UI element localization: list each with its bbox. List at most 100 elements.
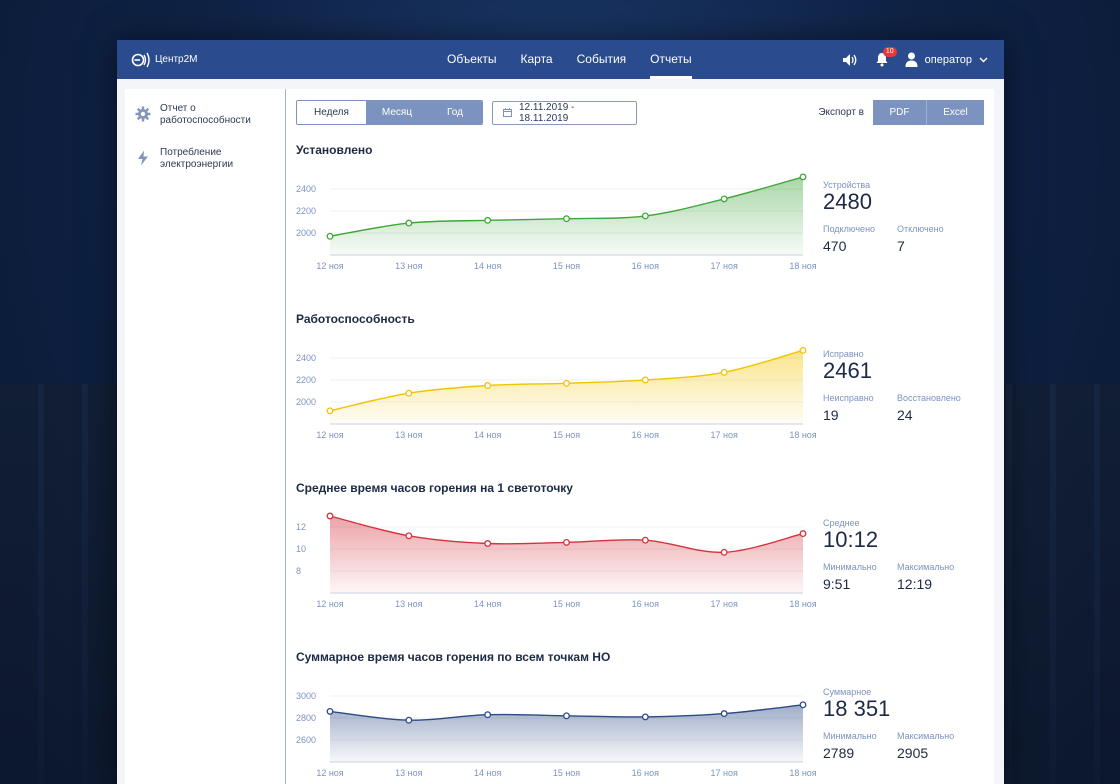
export-label: Экспорт в [818,107,864,118]
x-tick-label: 18 ноя [789,430,816,440]
x-tick-label: 17 ноя [710,768,737,778]
stat-main-label: Устройства [823,180,871,190]
data-point [563,538,570,546]
data-point [326,512,334,520]
data-point [326,407,334,415]
nav-map[interactable]: Карта [520,52,553,66]
data-point [484,711,492,719]
stat-main-label: Исправно [823,349,864,359]
nav-objects[interactable]: Объекты [447,52,497,66]
user-name: оператор [924,53,972,66]
app-name: Центр2М [155,54,198,65]
content-area: Отчет о работоспособности Потребление эл… [125,89,994,784]
series-area [330,704,803,762]
data-point [405,716,413,724]
y-tick-label: 2400 [296,184,316,194]
x-tick-label: 12 ноя [316,599,343,609]
data-point [484,540,492,547]
y-tick-label: 2800 [296,713,316,723]
x-tick-label: 18 ноя [789,599,816,609]
calendar-icon [503,108,512,117]
x-tick-label: 16 ноя [632,261,659,271]
chart-title: Среднее время часов горения на 1 светото… [296,481,573,495]
series-area [330,176,803,255]
date-range-value: 12.11.2019 - 18.11.2019 [518,101,575,124]
report-main: Неделя Месяц Год 12.11.2019 - 18.11.2019… [286,89,994,784]
stat-sub-label: Отключено [897,224,944,234]
y-tick-label: 10 [296,544,306,554]
notifications-button[interactable]: 10 [873,46,897,69]
export-excel-button[interactable]: Excel [926,100,984,125]
x-tick-label: 15 ноя [553,768,580,778]
data-point [484,382,492,389]
stat-sub-label: Минимально [823,562,877,572]
stat-main-value: 2480 [823,189,872,214]
series-area [330,350,803,424]
stat-sub-value: 2789 [823,745,855,761]
stats-panel: Среднее 10:12 Минимально 9:51 Максимально… [823,518,983,592]
x-tick-label: 15 ноя [553,430,580,440]
user-icon [905,52,918,67]
stat-main-value: 10:12 [823,527,879,552]
stat-sub-value: 12:19 [897,576,933,592]
sidebar-item-health-report[interactable]: Отчет о работоспособности [135,103,275,127]
stat-sub-value: 24 [897,407,913,423]
data-point [563,379,570,387]
x-tick-label: 18 ноя [789,261,816,271]
stat-sub-value: 470 [823,238,847,254]
nav-reports[interactable]: Отчеты [638,40,703,79]
x-tick-label: 14 ноя [474,599,501,609]
sidebar-item-power[interactable]: Потребление электроэнергии [135,147,275,171]
x-tick-label: 12 ноя [316,430,343,440]
x-tick-label: 13 ноя [395,599,422,609]
top-right-controls: 10 оператор [841,40,988,79]
chevron-down-icon [979,57,988,62]
export-controls: Экспорт в PDF Excel [818,100,984,125]
stat-sub-label: Восстановлено [897,393,961,403]
stat-main-label: Суммарное [823,687,872,697]
report-toolbar: Неделя Месяц Год 12.11.2019 - 18.11.2019 [296,100,984,125]
data-point [799,173,807,181]
stats-panel: Суммарное 18 351 Минимально 2789 Максимал… [823,687,983,761]
date-range-picker[interactable]: 12.11.2019 - 18.11.2019 [492,100,637,125]
x-tick-label: 12 ноя [316,768,343,778]
user-menu[interactable]: оператор [905,52,988,67]
series-area [330,516,803,593]
period-week-button[interactable]: Неделя [297,101,366,124]
x-tick-label: 16 ноя [632,599,659,609]
period-year-button[interactable]: Год [428,101,482,124]
stat-sub-label: Максимально [897,562,955,572]
x-tick-label: 12 ноя [316,261,343,271]
avg-hours-chart: 8 10 12 12 ноя 13 ноя 14 ноя 15 ноя 16 ноя 17 но… [296,512,816,609]
speaker-icon [842,53,857,66]
y-tick-label: 2400 [296,353,316,363]
x-tick-label: 13 ноя [395,768,422,778]
data-point [484,216,492,224]
data-point [641,536,649,544]
health-chart: 2000 2200 2400 12 ноя 13 ноя 14 ноя 15 ноя 16 н… [296,346,816,440]
stat-main-value: 2461 [823,358,872,383]
data-point [641,376,649,384]
export-pdf-button[interactable]: PDF [873,100,926,125]
x-tick-label: 14 ноя [474,430,501,440]
stat-sub-label: Подключено [823,224,876,234]
installed-chart: 2000 2200 2400 12 ноя 13 ноя 14 ноя 15 ноя 16 н… [296,173,816,271]
x-tick-label: 13 ноя [395,430,422,440]
x-tick-label: 13 ноя [395,261,422,271]
y-tick-label: 2200 [296,375,316,385]
stat-sub-value: 7 [897,238,905,254]
period-month-button[interactable]: Месяц [366,101,428,124]
data-point [799,346,807,354]
data-point [720,548,728,556]
sidebar-item-label: Отчет о работоспособности [160,103,251,126]
nav-events[interactable]: События [576,52,627,66]
stats-panel: Устройства 2480 Подключено 470 Отключено 7 [823,180,983,254]
period-switch: Неделя Месяц Год [296,100,483,125]
stat-sub-label: Минимально [823,731,877,741]
y-tick-label: 2200 [296,206,316,216]
sidebar-item-label: Потребление электроэнергии [160,147,234,170]
app-logo[interactable]: Центр2М [131,51,198,69]
main-nav: Объекты Карта События Отчеты [435,40,704,79]
y-tick-label: 8 [296,566,301,576]
sound-button[interactable] [841,51,859,69]
